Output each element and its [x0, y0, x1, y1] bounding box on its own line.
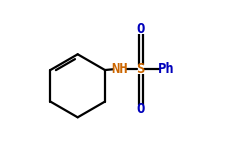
Text: O: O: [137, 102, 145, 116]
Text: O: O: [137, 22, 145, 36]
Text: S: S: [137, 62, 145, 76]
Text: NH: NH: [111, 62, 128, 76]
Text: Ph: Ph: [158, 62, 174, 76]
